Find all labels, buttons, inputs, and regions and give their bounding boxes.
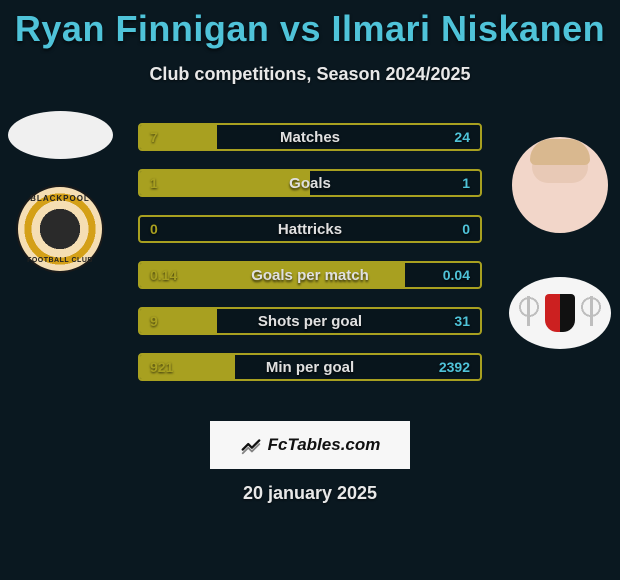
crest-shield-icon [545,294,575,332]
left-club-crest: BLACKPOOL FOOTBALL CLUB [16,185,104,273]
watermark: FcTables.com [210,421,410,469]
stat-bar: 1 Goals 1 [138,169,482,197]
left-player-avatar [8,111,113,159]
page-title: Ryan Finnigan vs Ilmari Niskanen [0,0,620,50]
chart-icon [240,434,262,456]
stat-bar: 7 Matches 24 [138,123,482,151]
stat-bar: 0.14 Goals per match 0.04 [138,261,482,289]
stat-right-value: 31 [454,313,470,329]
right-player-column [500,137,620,349]
crest-text-bottom: FOOTBALL CLUB [27,257,93,264]
crest-text-top: BLACKPOOL [30,194,90,203]
stat-bar: 921 Min per goal 2392 [138,353,482,381]
stat-label: Matches [280,129,340,146]
stat-left-value: 0 [150,221,158,237]
stat-left-value: 921 [150,359,173,375]
stat-right-value: 1 [462,175,470,191]
stat-bar: 9 Shots per goal 31 [138,307,482,335]
left-player-column: BLACKPOOL FOOTBALL CLUB [0,111,120,273]
stat-right-value: 0.04 [443,267,470,283]
stat-left-value: 9 [150,313,158,329]
stat-right-value: 24 [454,129,470,145]
stat-label: Min per goal [266,359,354,376]
subtitle: Club competitions, Season 2024/2025 [0,64,620,85]
comparison-content: BLACKPOOL FOOTBALL CLUB 7 Matches 24 1 Goals… [0,111,620,411]
stat-bar-fill [140,171,310,195]
right-club-crest [509,277,611,349]
stat-left-value: 7 [150,129,158,145]
stat-label: Shots per goal [258,313,362,330]
stat-label: Hattricks [278,221,342,238]
stat-bar: 0 Hattricks 0 [138,215,482,243]
stat-label: Goals [289,175,331,192]
stat-label: Goals per match [251,267,369,284]
stat-right-value: 0 [462,221,470,237]
date-label: 20 january 2025 [0,483,620,504]
stat-left-value: 0.14 [150,267,177,283]
watermark-text: FcTables.com [268,435,381,455]
stat-right-value: 2392 [439,359,470,375]
stat-left-value: 1 [150,175,158,191]
stat-bars: 7 Matches 24 1 Goals 1 0 Hattricks 0 0.14 Goals pe… [138,123,482,381]
right-player-avatar [512,137,608,233]
